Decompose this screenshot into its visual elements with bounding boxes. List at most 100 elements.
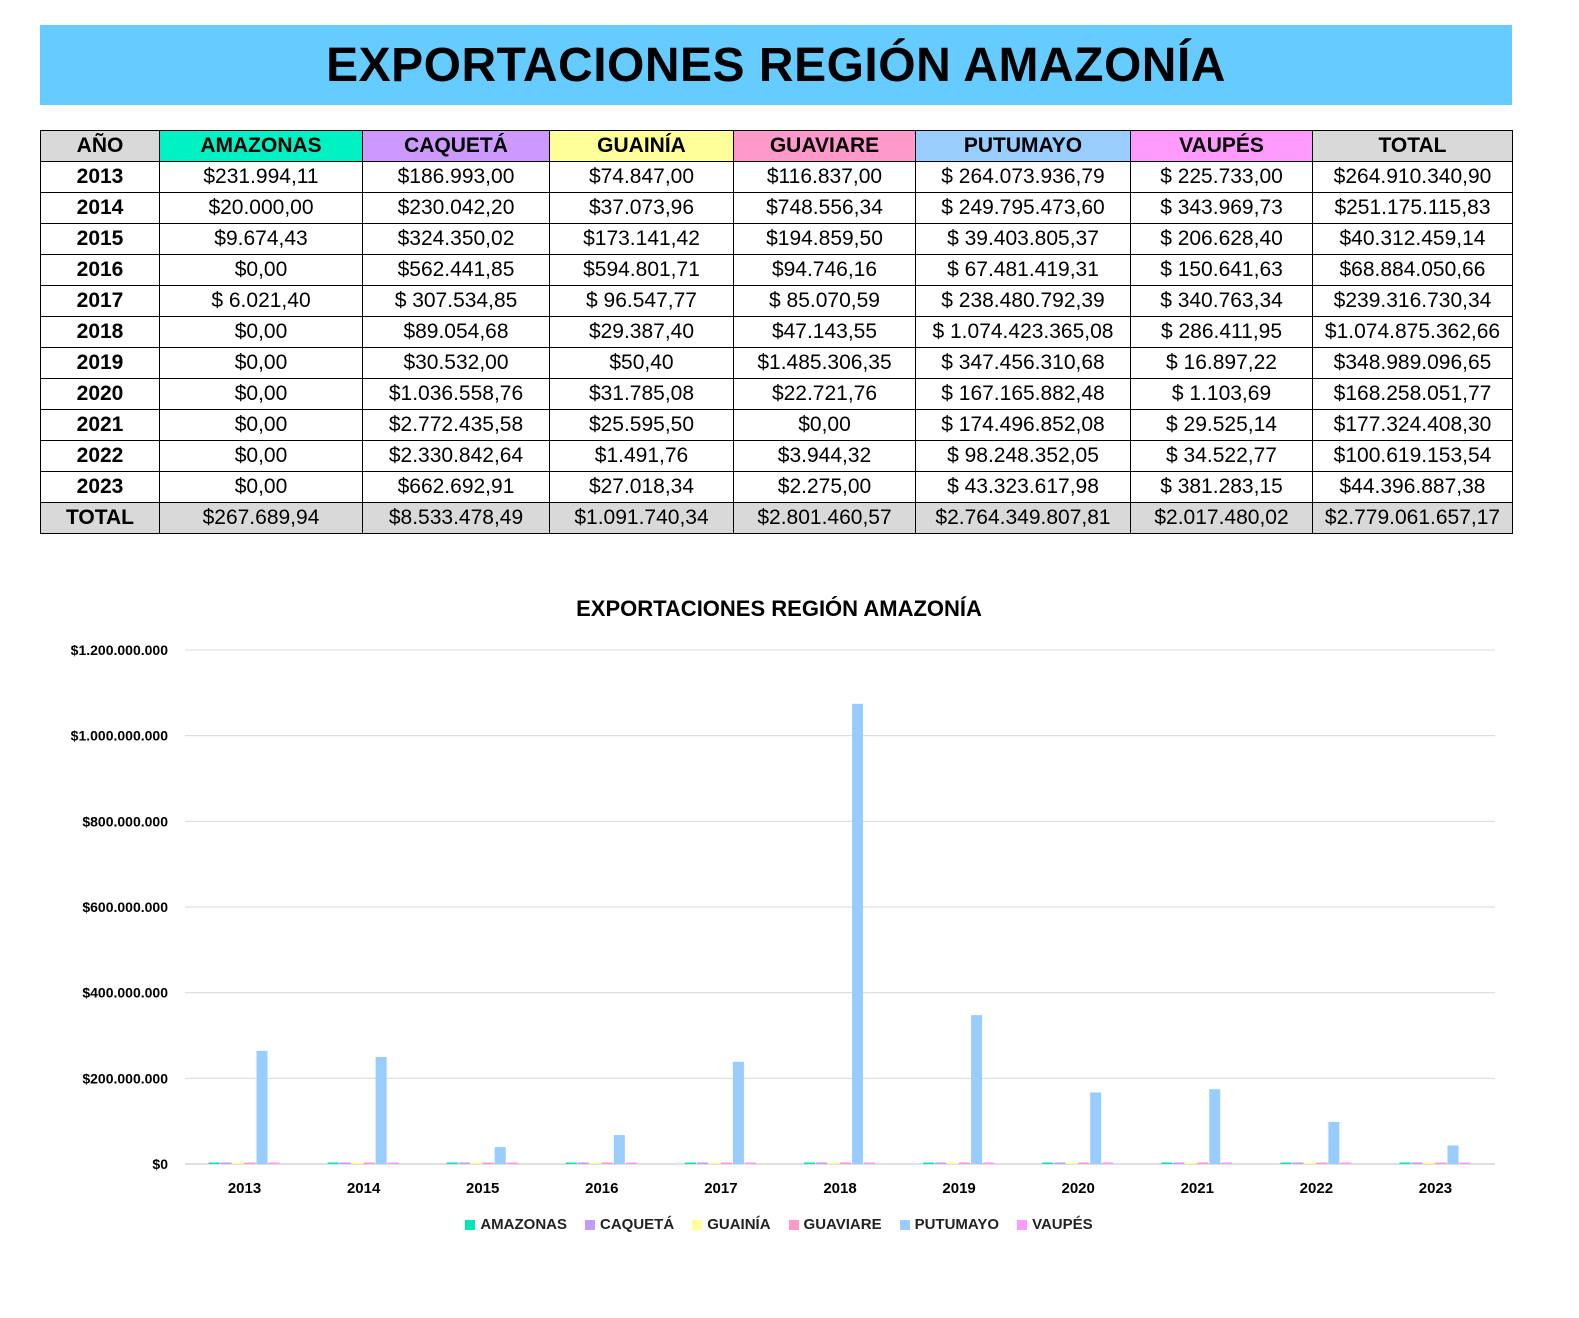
bar	[1221, 1162, 1233, 1164]
value-cell: $230.042,20	[362, 192, 550, 224]
value-cell: $37.073,96	[549, 192, 734, 224]
value-cell: $ 150.641,63	[1130, 254, 1313, 286]
value-cell: $ 96.547,77	[549, 285, 734, 317]
value-cell: $ 249.795.473,60	[915, 192, 1131, 224]
value-cell: $94.746,16	[733, 254, 916, 286]
value-cell: $2.275,00	[733, 471, 916, 503]
bar	[1328, 1121, 1340, 1164]
x-tick-label: 2014	[347, 1180, 381, 1197]
value-cell: $ 43.323.617,98	[915, 471, 1131, 503]
bar	[1280, 1162, 1292, 1164]
bar	[1102, 1162, 1114, 1164]
value-cell: $0,00	[159, 409, 363, 441]
bar	[923, 1162, 935, 1164]
bar	[327, 1162, 339, 1164]
bar	[220, 1162, 232, 1164]
column-header: CAQUETÁ	[362, 130, 550, 162]
value-cell: $ 286.411,95	[1130, 316, 1313, 348]
legend-item: CAQUETÁ	[585, 1216, 674, 1233]
legend-swatch	[465, 1219, 476, 1230]
value-cell: $2.772.435,58	[362, 409, 550, 441]
legend-swatch	[1017, 1219, 1028, 1230]
bar	[1340, 1162, 1352, 1164]
year-cell: 2023	[40, 471, 160, 503]
value-cell: $1.036.558,76	[362, 378, 550, 410]
table-row: 2016 $0,00 $562.441,85 $594.801,71 $94.746,1…	[40, 254, 1513, 286]
total-value-cell: $2.764.349.807,81	[915, 502, 1131, 534]
value-cell: $ 340.763,34	[1130, 285, 1313, 317]
value-cell: $ 1.074.423.365,08	[915, 316, 1131, 348]
bar	[696, 1162, 708, 1164]
total-value-cell: $1.091.740,34	[549, 502, 734, 534]
year-cell: 2022	[40, 440, 160, 472]
value-cell: $116.837,00	[733, 161, 916, 193]
legend-label: AMAZONAS	[480, 1216, 568, 1233]
bar	[375, 1057, 387, 1164]
value-cell: $ 67.481.419,31	[915, 254, 1131, 286]
value-cell: $662.692,91	[362, 471, 550, 503]
value-cell: $2.330.842,64	[362, 440, 550, 472]
value-cell: $ 381.283,15	[1130, 471, 1313, 503]
value-cell: $ 347.456.310,68	[915, 347, 1131, 379]
bar	[208, 1162, 220, 1164]
bar	[1411, 1162, 1423, 1164]
legend-swatch	[692, 1219, 703, 1230]
value-cell: $1.491,76	[549, 440, 734, 472]
year-cell: 2016	[40, 254, 160, 286]
value-cell: $ 167.165.882,48	[915, 378, 1131, 410]
title-banner: EXPORTACIONES REGIÓN AMAZONÍA	[40, 25, 1512, 105]
bar	[935, 1162, 947, 1164]
y-tick-label: $1.000.000.000	[71, 728, 169, 744]
value-cell: $ 85.070,59	[733, 285, 916, 317]
legend-label: GUAINÍA	[707, 1216, 771, 1233]
column-header: VAUPÉS	[1130, 130, 1313, 162]
column-header: TOTAL	[1312, 130, 1513, 162]
bar	[232, 1162, 244, 1164]
bar	[601, 1162, 613, 1164]
total-value-cell: $8.533.478,49	[362, 502, 550, 534]
year-cell: 2020	[40, 378, 160, 410]
bar	[804, 1162, 815, 1164]
bar	[720, 1162, 732, 1164]
legend-item: PUTUMAYO	[899, 1216, 999, 1233]
table-body: 2013 $231.994,11 $186.993,00 $74.847,00 $116…	[40, 161, 1513, 534]
column-header: AMAZONAS	[159, 130, 363, 162]
value-cell: $29.387,40	[549, 316, 734, 348]
year-cell: 2015	[40, 223, 160, 255]
bar	[387, 1162, 399, 1164]
bar	[1054, 1162, 1066, 1164]
bar	[613, 1135, 625, 1164]
x-tick-label: 2015	[466, 1180, 499, 1197]
bar	[1435, 1162, 1447, 1164]
bar	[1066, 1162, 1078, 1164]
bar	[1209, 1089, 1221, 1164]
table-row: 2020 $0,00 $1.036.558,76 $31.785,08 $22.721,…	[40, 378, 1513, 410]
x-tick-label: 2017	[704, 1180, 737, 1197]
bar	[708, 1162, 720, 1164]
value-cell: $0,00	[159, 316, 363, 348]
bar	[1423, 1162, 1435, 1164]
value-cell: $27.018,34	[549, 471, 734, 503]
year-cell: 2014	[40, 192, 160, 224]
column-header: GUAVIARE	[733, 130, 916, 162]
value-cell: $25.595,50	[549, 409, 734, 441]
total-value-cell: $2.017.480,02	[1130, 502, 1313, 534]
bar	[959, 1162, 971, 1164]
bar	[828, 1162, 839, 1164]
bar	[1161, 1162, 1173, 1164]
value-cell: $47.143,55	[733, 316, 916, 348]
legend-item: VAUPÉS	[1017, 1216, 1093, 1233]
value-cell: $194.859,50	[733, 223, 916, 255]
value-cell: $89.054,68	[362, 316, 550, 348]
legend-item: GUAINÍA	[692, 1216, 771, 1233]
bar	[351, 1162, 363, 1164]
value-cell: $74.847,00	[549, 161, 734, 193]
legend-label: VAUPÉS	[1032, 1216, 1093, 1233]
bar	[589, 1162, 601, 1164]
legend-swatch	[585, 1219, 596, 1230]
value-cell: $ 29.525,14	[1130, 409, 1313, 441]
bar	[852, 703, 863, 1164]
chart-legend: AMAZONAS CAQUETÁ GUAINÍA GUAVIARE PUTUMAYO VA…	[0, 1216, 1558, 1233]
year-cell: 2013	[40, 161, 160, 193]
value-cell: $594.801,71	[549, 254, 734, 286]
